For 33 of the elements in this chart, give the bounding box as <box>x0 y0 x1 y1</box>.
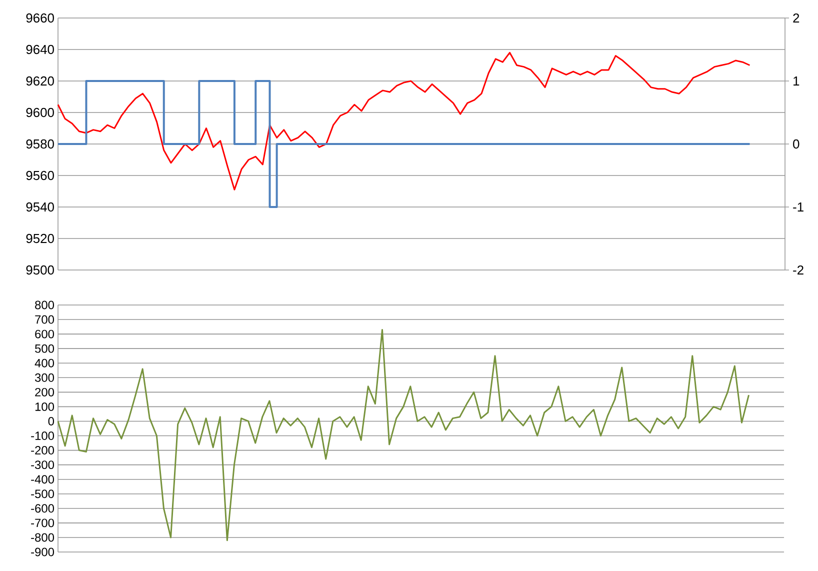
y-tick-label: 9560 <box>26 170 54 180</box>
y-tick-label: -600 <box>31 504 54 513</box>
y-tick-label: 9640 <box>26 44 54 54</box>
y-tick-label: 9520 <box>26 234 54 244</box>
y-tick-label: -100 <box>31 432 54 440</box>
y-tick-label: 9600 <box>26 108 54 118</box>
y2-tick-label: 1 <box>794 76 800 86</box>
y-tick-label: 700 <box>35 315 54 324</box>
y-tick-label: -200 <box>31 446 54 455</box>
y-tick-label: 300 <box>34 373 54 382</box>
y-tick-label: 9620 <box>26 76 54 86</box>
y-tick-label: -300 <box>31 460 54 470</box>
y-tick-label: 9660 <box>26 13 54 23</box>
line-series <box>57 328 750 542</box>
y-tick-label: 500 <box>35 344 54 353</box>
y-tick-label: 9540 <box>26 202 54 212</box>
y-tick-label: 800 <box>35 300 54 310</box>
y-tick-label: 400 <box>34 358 54 368</box>
y-tick-label: 100 <box>35 402 54 411</box>
y-tick-label: 0 <box>48 417 54 426</box>
y-tick-label: 200 <box>35 388 54 396</box>
y-tick-label: -500 <box>31 490 54 498</box>
y-tick-label: 9500 <box>26 265 54 275</box>
y2-tick-label: -2 <box>793 265 804 275</box>
y2-tick-label: 0 <box>793 139 800 149</box>
y-tick-label: -900 <box>31 548 54 556</box>
y-tick-label: 9580 <box>26 139 54 149</box>
y2-tick-label: -1 <box>793 202 804 212</box>
y-tick-label: -700 <box>31 518 54 528</box>
y-tick-label: -800 <box>31 533 54 542</box>
y2-tick-label: 2 <box>793 13 800 23</box>
y-tick-label: -400 <box>31 475 54 484</box>
y-tick-label: 600 <box>35 330 54 338</box>
